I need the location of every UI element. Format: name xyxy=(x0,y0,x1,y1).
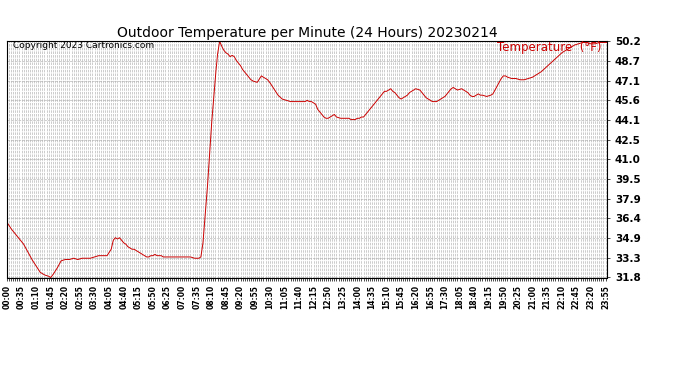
Title: Outdoor Temperature per Minute (24 Hours) 20230214: Outdoor Temperature per Minute (24 Hours… xyxy=(117,26,497,40)
Text: Temperature  (°F): Temperature (°F) xyxy=(497,41,601,54)
Text: Copyright 2023 Cartronics.com: Copyright 2023 Cartronics.com xyxy=(13,41,154,50)
